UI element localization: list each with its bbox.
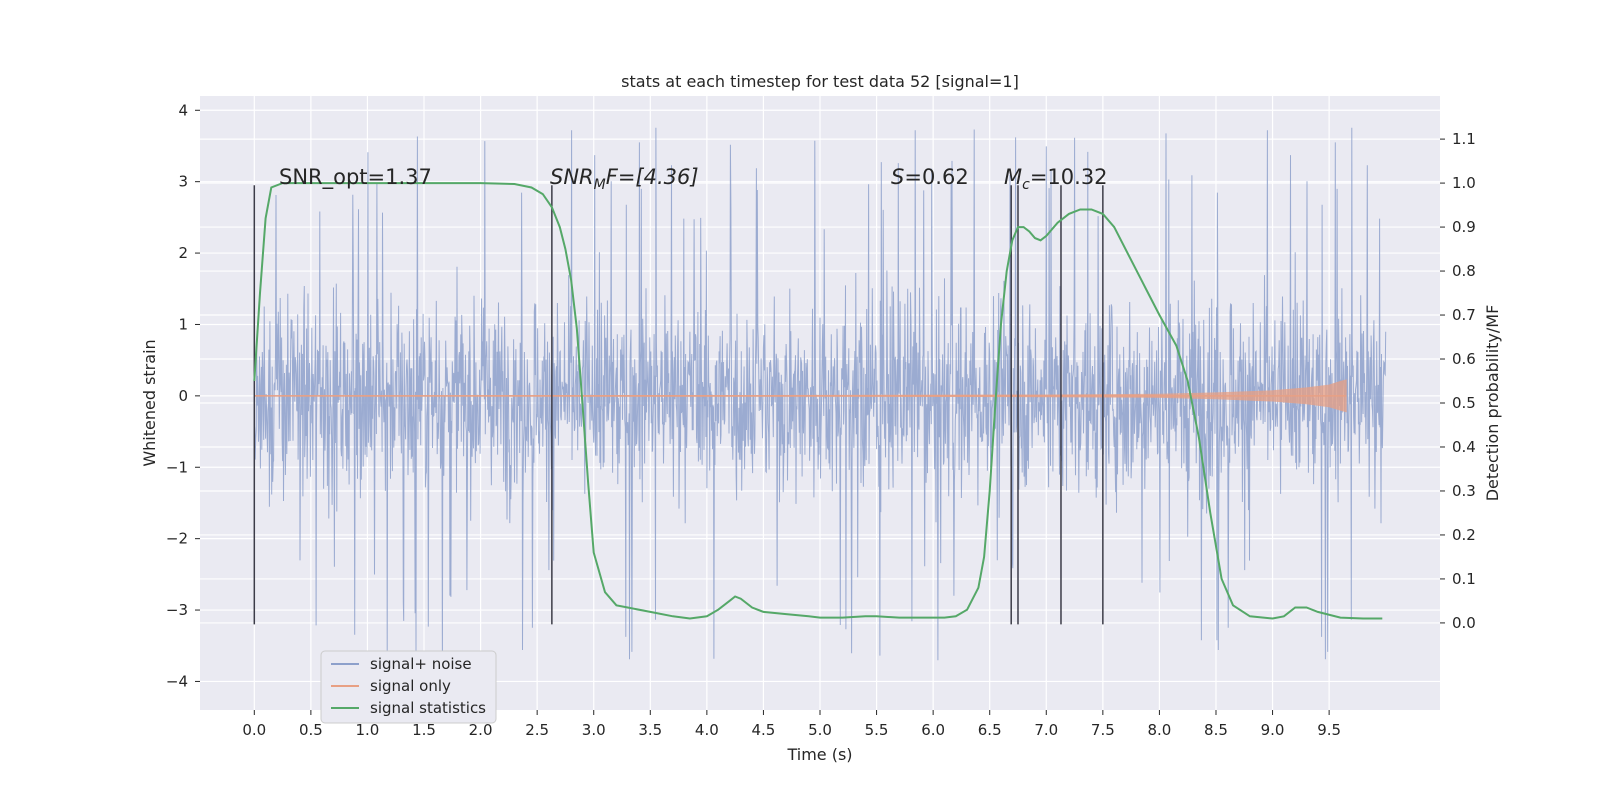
legend-label-signal-statistics: signal statistics — [370, 699, 486, 717]
annotation-snr-mf-sub: M — [594, 177, 606, 193]
annotation-s-main: S — [891, 165, 904, 189]
annotation-mc-rest: =10.32 — [1030, 165, 1108, 189]
x-tick-label: 0.0 — [242, 721, 266, 739]
y2-tick-label: 0.7 — [1452, 306, 1476, 324]
y2-tick-label: 0.8 — [1452, 262, 1476, 280]
signal-only-series — [254, 379, 1347, 413]
legend: signal+ noise signal only signal statist… — [320, 650, 497, 724]
y-tick-label: −2 — [166, 530, 188, 548]
annotation-mc: Mc=10.32 — [1004, 165, 1108, 193]
annotation-snr-opt: SNR_opt=1.37 — [279, 165, 432, 190]
y-tick-label: 1 — [178, 315, 188, 333]
chart-title: stats at each timestep for test data 52 … — [621, 72, 1019, 91]
x-tick-label: 1.5 — [412, 721, 436, 739]
legend-label-signal-only: signal only — [370, 677, 451, 695]
y2-axis-label: Detection probability/MF — [1483, 305, 1502, 502]
y-tick-label: −3 — [166, 601, 188, 619]
y2-tick-label: 0.6 — [1452, 350, 1476, 368]
annotation-mc-main: M — [1004, 165, 1022, 189]
y-tick-label: 0 — [178, 387, 188, 405]
y-tick-label: −1 — [166, 458, 188, 476]
x-tick-label: 4.5 — [752, 721, 776, 739]
y2-tick-label: 0.9 — [1452, 218, 1476, 236]
x-tick-label: 5.0 — [808, 721, 832, 739]
x-tick-label: 6.5 — [978, 721, 1002, 739]
annotation-s: S=0.62 — [891, 165, 969, 189]
vertical-markers — [253, 185, 1104, 625]
y2-tick-label: 1.0 — [1452, 174, 1476, 192]
y2-tick-label: 0.2 — [1452, 526, 1476, 544]
annotation-s-rest: =0.62 — [904, 165, 968, 189]
x-tick-label: 3.5 — [638, 721, 662, 739]
x-tick-label: 2.5 — [525, 721, 549, 739]
signal-statistics-series — [253, 182, 1383, 620]
x-tick-label: 7.0 — [1034, 721, 1058, 739]
x-tick-label: 6.0 — [921, 721, 945, 739]
annotation-mc-sub: c — [1022, 177, 1030, 193]
x-tick-label: 9.5 — [1317, 721, 1341, 739]
noise-series — [253, 127, 1387, 666]
y-tick-label: 2 — [178, 244, 188, 262]
legend-box — [320, 650, 497, 724]
noise-line — [253, 127, 1387, 666]
annotation-snr-mf-rest: F=[4.36] — [606, 165, 699, 189]
x-tick-label: 2.0 — [469, 721, 493, 739]
y2-tick-label: 0.3 — [1452, 482, 1476, 500]
signal-statistics-line — [253, 182, 1383, 620]
legend-label-signal-noise: signal+ noise — [370, 655, 472, 673]
y-tick-label: −4 — [166, 672, 188, 690]
x-tick-label: 4.0 — [695, 721, 719, 739]
annotation-snr-mf-main: SNR — [550, 165, 594, 189]
y-tick-label: 3 — [178, 173, 188, 191]
x-tick-label: 3.0 — [582, 721, 606, 739]
x-tick-label: 9.0 — [1261, 721, 1285, 739]
x-tick-label: 8.0 — [1147, 721, 1171, 739]
y2-tick-label: 0.4 — [1452, 438, 1476, 456]
y2-tick-label: 0.5 — [1452, 394, 1476, 412]
tick-layer: 0.0 0.5 1.0 1.5 2.0 2.5 3.0 3.5 4.0 4.5 5.0 5.5 6.0 6… — [166, 101, 1476, 739]
y2-tick-label: 1.1 — [1452, 130, 1476, 148]
x-tick-label: 1.0 — [356, 721, 380, 739]
x-tick-label: 5.5 — [865, 721, 889, 739]
y2-tick-label: 0.1 — [1452, 570, 1476, 588]
y2-tick-label: 0.0 — [1452, 614, 1476, 632]
x-tick-label: 7.5 — [1091, 721, 1115, 739]
y-axis-label: Whitened strain — [140, 339, 159, 466]
annotation-snr-mf: SNRMF=[4.36] — [550, 165, 699, 193]
x-tick-label: 0.5 — [299, 721, 323, 739]
y-tick-label: 4 — [178, 101, 188, 119]
x-axis-label: Time (s) — [786, 745, 852, 764]
x-tick-label: 8.5 — [1204, 721, 1228, 739]
